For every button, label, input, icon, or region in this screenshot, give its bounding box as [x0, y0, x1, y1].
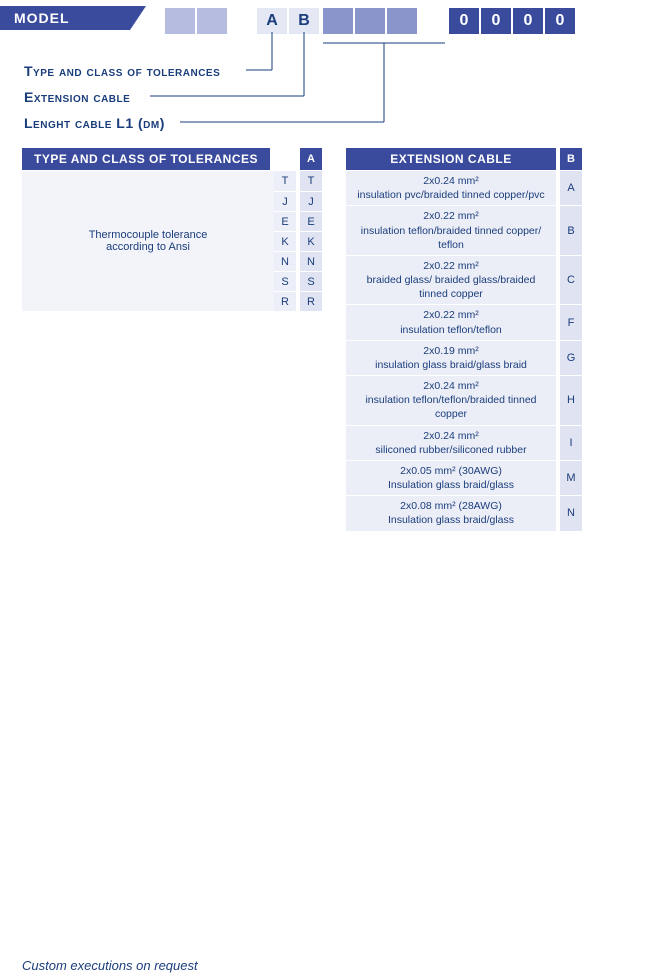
extension-row: 2x0.22 mm²braided glass/ braided glass/b…	[346, 255, 582, 305]
extension-row: 2x0.08 mm² (28AWG)Insulation glass braid…	[346, 495, 582, 530]
model-cell	[387, 8, 417, 34]
model-cell: 0	[545, 8, 575, 34]
extension-row: 2x0.22 mm²insulation teflon/braided tinn…	[346, 205, 582, 255]
model-tab: MODEL	[0, 6, 130, 30]
extension-desc: 2x0.08 mm² (28AWG)Insulation glass braid…	[346, 496, 556, 530]
extension-desc: 2x0.05 mm² (30AWG)Insulation glass braid…	[346, 461, 556, 495]
tables-region: TYPE AND CLASS OF TOLERANCES A Thermocou…	[22, 148, 582, 531]
extension-code: I	[560, 426, 582, 460]
tolerance-code: E	[300, 211, 322, 231]
extension-code: M	[560, 461, 582, 495]
footer-note: Custom executions on request	[22, 958, 198, 973]
extension-row: 2x0.19 mm²insulation glass braid/glass b…	[346, 340, 582, 375]
extension-row: 2x0.24 mm²insulation teflon/teflon/braid…	[346, 375, 582, 425]
tolerance-code: S	[274, 271, 296, 291]
tolerance-code: N	[274, 251, 296, 271]
tolerance-description: Thermocouple toleranceaccording to Ansi	[22, 171, 274, 311]
extension-code: B	[560, 206, 582, 255]
tolerance-code: N	[300, 251, 322, 271]
tolerance-code: R	[300, 291, 322, 311]
extension-table: EXTENSION CABLE B 2x0.24 mm²insulation p…	[346, 148, 582, 531]
extension-desc: 2x0.22 mm²braided glass/ braided glass/b…	[346, 256, 556, 305]
extension-code: H	[560, 376, 582, 425]
extension-code: F	[560, 305, 582, 339]
tolerance-code: E	[274, 211, 296, 231]
model-cell: B	[289, 8, 319, 34]
model-cell: A	[257, 8, 287, 34]
extension-code: G	[560, 341, 582, 375]
extension-desc: 2x0.24 mm²siliconed rubber/siliconed rub…	[346, 426, 556, 460]
tolerance-codes-col1: TJEKNSR	[274, 171, 296, 311]
model-cell	[197, 8, 227, 34]
callout-tolerances: Type and class of tolerances	[24, 58, 220, 84]
extension-code: N	[560, 496, 582, 530]
tolerance-code: T	[300, 171, 322, 191]
extension-row: 2x0.22 mm²insulation teflon/teflonF	[346, 304, 582, 339]
model-cell	[419, 8, 447, 34]
extension-code: C	[560, 256, 582, 305]
tolerance-code: J	[300, 191, 322, 211]
model-cell	[165, 8, 195, 34]
extension-row: 2x0.05 mm² (30AWG)Insulation glass braid…	[346, 460, 582, 495]
extension-rows: 2x0.24 mm²insulation pvc/braided tinned …	[346, 170, 582, 531]
extension-code-header: B	[560, 148, 582, 170]
tolerances-table: TYPE AND CLASS OF TOLERANCES A Thermocou…	[22, 148, 322, 311]
extension-row: 2x0.24 mm²insulation pvc/braided tinned …	[346, 170, 582, 205]
extension-desc: 2x0.19 mm²insulation glass braid/glass b…	[346, 341, 556, 375]
callout-length: Lenght cable L1 (dm)	[24, 110, 220, 136]
model-cell: 0	[513, 8, 543, 34]
extension-title: EXTENSION CABLE	[346, 148, 556, 170]
callout-labels: Type and class of tolerances Extension c…	[24, 58, 220, 136]
extension-desc: 2x0.24 mm²insulation pvc/braided tinned …	[346, 171, 556, 205]
callout-extension: Extension cable	[24, 84, 220, 110]
tolerance-code: T	[274, 171, 296, 191]
tolerance-code: S	[300, 271, 322, 291]
model-cell	[355, 8, 385, 34]
tolerance-code: K	[274, 231, 296, 251]
tolerances-title: TYPE AND CLASS OF TOLERANCES	[22, 148, 270, 170]
model-cell: 0	[449, 8, 479, 34]
extension-desc: 2x0.22 mm²insulation teflon/braided tinn…	[346, 206, 556, 255]
tolerance-codes-col2: TJEKNSR	[300, 171, 322, 311]
tolerances-code-header: A	[300, 148, 322, 170]
extension-desc: 2x0.24 mm²insulation teflon/teflon/braid…	[346, 376, 556, 425]
extension-code: A	[560, 171, 582, 205]
extension-row: 2x0.24 mm²siliconed rubber/siliconed rub…	[346, 425, 582, 460]
model-row: MODEL AB0000	[0, 6, 647, 38]
tolerance-code: J	[274, 191, 296, 211]
model-cell	[229, 8, 257, 34]
tolerance-code: R	[274, 291, 296, 311]
model-cell: 0	[481, 8, 511, 34]
model-cell	[323, 8, 353, 34]
extension-desc: 2x0.22 mm²insulation teflon/teflon	[346, 305, 556, 339]
tolerance-code: K	[300, 231, 322, 251]
